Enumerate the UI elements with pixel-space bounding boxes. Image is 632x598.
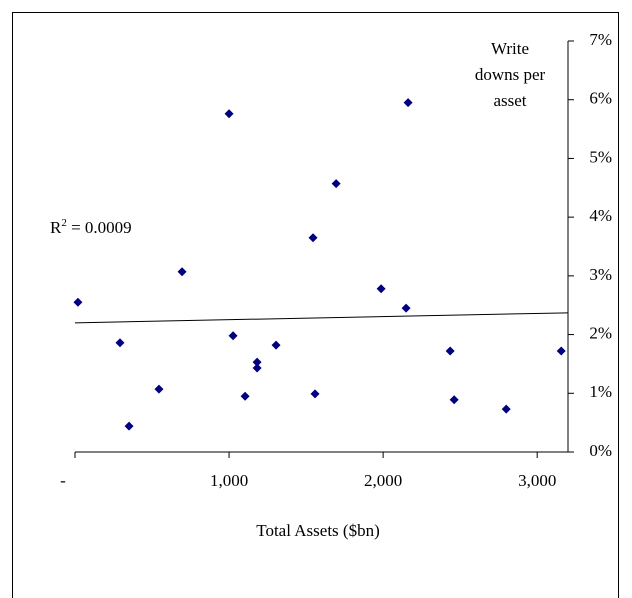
y-tick-label: 7% — [589, 30, 612, 49]
r-squared-rest: = 0.0009 — [67, 218, 132, 237]
r-squared: R2 = 0.0009 — [50, 217, 132, 237]
point — [401, 303, 411, 313]
x-tick-label: - — [60, 471, 66, 490]
x-tick-label: 3,000 — [518, 471, 556, 490]
x-title: Total Assets ($bn) — [256, 521, 379, 540]
y-tick-label: 4% — [589, 206, 612, 225]
y-tick-label: 2% — [589, 323, 612, 342]
point — [252, 357, 262, 367]
point — [177, 267, 187, 277]
point — [240, 391, 250, 401]
x-tick-label: 1,000 — [210, 471, 248, 490]
point — [308, 233, 318, 243]
chart-border — [12, 12, 619, 598]
point — [403, 98, 413, 108]
r-squared-sup: 2 — [61, 217, 67, 229]
y-title-line: asset — [493, 91, 526, 110]
y-tick-label: 1% — [589, 382, 612, 401]
y-title-line: Write — [491, 39, 529, 58]
x-tick-label: 2,000 — [364, 471, 402, 490]
point — [271, 340, 281, 350]
point — [449, 395, 459, 405]
point — [501, 404, 511, 414]
y-tick-label: 5% — [589, 147, 612, 166]
point — [228, 331, 238, 341]
y-tick-label: 6% — [589, 89, 612, 108]
point — [331, 179, 341, 189]
point — [376, 284, 386, 294]
y-title-line: downs per — [475, 65, 546, 84]
y-tick-label: 0% — [589, 441, 612, 460]
point — [124, 421, 134, 431]
y-tick-label: 3% — [589, 265, 612, 284]
point — [310, 389, 320, 399]
point — [115, 338, 125, 348]
point — [154, 384, 164, 394]
point — [252, 363, 262, 373]
trendline — [74, 312, 569, 324]
point — [73, 297, 83, 307]
point — [556, 346, 566, 356]
r-squared-base: R — [50, 218, 62, 237]
point — [224, 109, 234, 119]
point — [445, 346, 455, 356]
